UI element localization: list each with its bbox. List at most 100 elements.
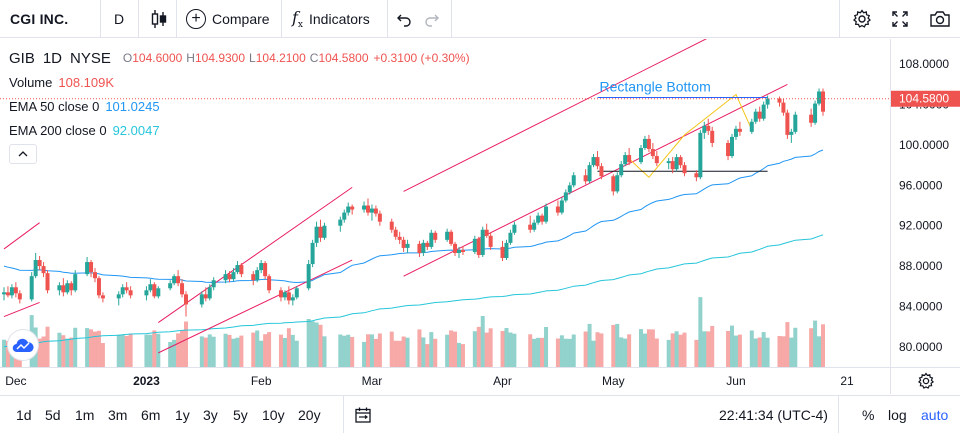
candle-body [654,156,659,164]
range-button-3y[interactable]: 3y [203,407,218,423]
range-button-1m[interactable]: 1m [75,407,95,423]
legend-ticker: GIB [9,49,35,67]
volume-bar [599,333,604,367]
candle [583,169,588,185]
volume-bar [642,333,647,367]
range-button-10y[interactable]: 10y [262,407,285,423]
symbol-search-button[interactable]: CGI INC. [10,11,69,27]
candle-body [69,283,74,291]
tradingview-logo[interactable] [8,330,38,360]
settings-button[interactable] [852,0,872,38]
volume-bar [267,332,272,367]
volume-bar [294,340,299,367]
candle-body [397,236,402,240]
scale-settings-button[interactable] [890,367,960,394]
go-to-date-button[interactable] [354,396,372,433]
volume-bar [821,324,825,367]
auto-scale-toggle[interactable]: auto [921,407,949,423]
volume-legend[interactable]: Volume 108.109K [9,70,470,94]
range-button-1d[interactable]: 1d [16,407,32,423]
candle [619,161,624,178]
candle [61,278,66,297]
candle-body [318,226,323,238]
volume-bar [377,333,382,367]
candle [821,88,825,116]
channel-trendline [3,222,40,250]
candle [148,279,153,293]
compare-label: Compare [212,11,270,27]
log-toggle[interactable]: log [888,407,907,423]
ema200-legend[interactable]: EMA 200 close 0 92.0047 [9,118,470,142]
toolbar-divider [451,0,452,38]
candle [698,129,703,180]
volume-bar [737,334,742,367]
candle [33,252,38,279]
candle [627,147,632,166]
price-chart[interactable]: Rectangle Bottom [0,39,890,367]
time-scale[interactable]: Dec 2023 Feb Mar Apr May Jun 21 [0,367,890,394]
volume-bar [2,339,6,367]
volume-bar [678,334,683,367]
legend-close: 104.5800 [318,51,369,65]
candle-body [480,229,485,255]
range-button-5y[interactable]: 5y [233,407,248,423]
candle [599,163,604,180]
candle-body [757,111,762,119]
candle-body [263,263,268,277]
candle-body [120,287,125,295]
candle [678,155,683,169]
volume-bar [251,332,256,367]
candle-body [698,132,703,178]
clock-display[interactable]: 22:41:34 (UTC-4) [719,407,828,423]
toolbar-divider [387,0,388,38]
range-button-20y[interactable]: 20y [298,407,321,423]
volume-bar [583,331,588,367]
candle [199,291,204,308]
candle [362,201,367,213]
range-button-6m[interactable]: 6m [141,407,161,423]
candle-body [417,243,422,253]
candle-body [627,155,632,163]
chart-type-button[interactable] [150,0,168,38]
range-button-1y[interactable]: 1y [175,407,190,423]
toolbar-divider [838,396,839,433]
candle-body [322,225,327,238]
legend-low: 104.2100 [255,51,306,65]
indicators-button[interactable]: fx Indicators [292,0,370,38]
snapshot-button[interactable] [929,0,951,38]
legend-collapse-button[interactable] [9,144,37,164]
candle-body [239,265,244,275]
chart-pane[interactable]: Rectangle Bottom [0,39,890,367]
ema50-legend[interactable]: EMA 50 close 0 101.0245 [9,94,470,118]
candle-body [176,276,181,284]
main-series-legend[interactable]: GIB 1D NYSE O 104.6000 H 104.9300 L 104.210… [9,46,470,70]
volume-bar [148,334,153,367]
compare-button[interactable]: + Compare [186,0,270,38]
range-button-5d[interactable]: 5d [45,407,61,423]
price-scale[interactable]: 108.0000104.0000100.000096.000092.000088… [890,39,960,367]
candle-body [211,280,216,288]
candle [694,170,699,182]
fullscreen-button[interactable] [891,0,909,38]
candle-body [389,221,394,230]
candle [817,88,822,106]
candle [124,282,129,294]
volume-bar [263,334,268,367]
range-button-3m[interactable]: 3m [108,407,128,423]
interval-button[interactable]: D [114,11,125,27]
candle [567,182,572,195]
candle-body [377,213,382,222]
candle [184,291,188,317]
candle-body [785,112,790,135]
candle [623,152,628,167]
candle [706,118,711,135]
candle [401,236,406,252]
percent-toggle[interactable]: % [862,407,875,423]
volume-bar [203,337,208,367]
undo-button[interactable] [396,0,412,38]
volume-bar [168,342,173,367]
volume-bar [373,338,378,367]
redo-button[interactable] [424,0,440,38]
channel-trendline [158,186,353,324]
volume-bar [41,336,46,367]
